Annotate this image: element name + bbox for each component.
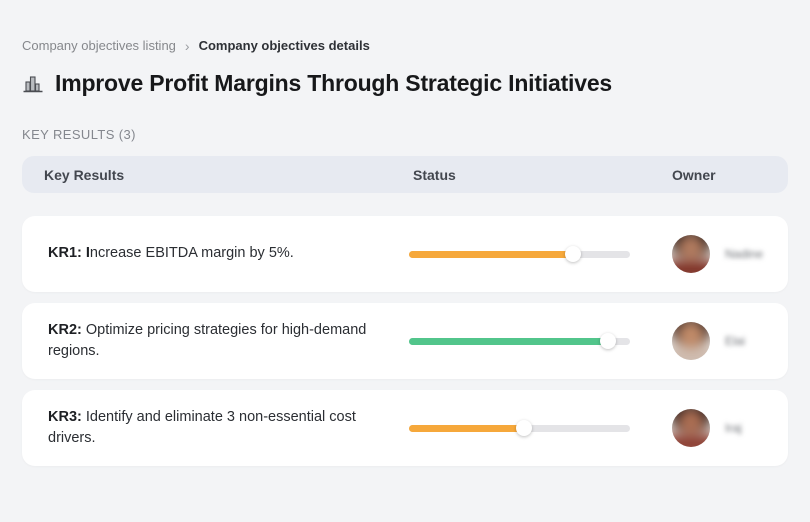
key-results-section-label: KEY RESULTS (3) — [22, 127, 136, 142]
progress-fill — [409, 337, 608, 345]
key-result-description: ncrease EBITDA margin by 5%. — [89, 245, 294, 262]
breadcrumb: Company objectives listing › Company obj… — [22, 38, 788, 53]
key-result-label: KR1: I — [48, 245, 90, 262]
key-result-row-kr3[interactable]: KR3: Identify and eliminate 3 non-essent… — [22, 390, 788, 466]
key-result-row-kr1[interactable]: KR1: Increase EBITDA margin by 5%. Nadin… — [22, 216, 788, 292]
progress-fill — [409, 250, 573, 258]
objective-details-page: Company objectives listing › Company obj… — [22, 38, 788, 466]
buildings-bar-chart-icon — [23, 75, 43, 92]
owner-avatar — [672, 409, 710, 447]
column-header-status: Status — [413, 166, 456, 183]
progress-knob[interactable] — [599, 333, 616, 349]
page-title: Improve Profit Margins Through Strategic… — [55, 70, 613, 96]
chevron-right-icon: › — [184, 37, 190, 54]
key-result-text: KR1: Increase EBITDA margin by 5%. — [22, 243, 409, 264]
key-result-text: KR3: Identify and eliminate 3 non-essent… — [22, 407, 409, 449]
breadcrumb-current-objective-details: Company objectives details — [198, 38, 370, 53]
progress-knob[interactable] — [564, 246, 581, 262]
key-result-description: Optimize pricing strategies for high-dem… — [48, 321, 367, 359]
key-result-label: KR2: — [48, 321, 82, 338]
owner-avatar — [672, 322, 710, 360]
key-results-table-header: Key Results Status Owner — [22, 156, 788, 193]
key-result-row-kr2[interactable]: KR2: Optimize pricing strategies for hig… — [22, 303, 788, 379]
progress-slider-kr2[interactable] — [409, 333, 630, 349]
progress-knob[interactable] — [515, 420, 532, 436]
progress-slider-kr3[interactable] — [409, 420, 630, 436]
key-results-list: KR1: Increase EBITDA margin by 5%. Nadin… — [22, 216, 788, 466]
owner-avatar — [672, 235, 710, 273]
owner-name: Nadine — [725, 247, 764, 261]
page-title-row: Improve Profit Margins Through Strategic… — [22, 70, 788, 97]
owner-name: Iraj — [725, 421, 742, 435]
key-result-description: Identify and eliminate 3 non-essential c… — [48, 408, 356, 446]
key-result-text: KR2: Optimize pricing strategies for hig… — [22, 320, 409, 362]
key-result-label: KR3: — [48, 408, 82, 425]
progress-fill — [409, 424, 524, 432]
breadcrumb-link-objectives-listing[interactable]: Company objectives listing — [22, 38, 176, 53]
progress-slider-kr1[interactable] — [409, 246, 630, 262]
column-header-owner: Owner — [672, 166, 716, 183]
column-header-key-results: Key Results — [44, 166, 125, 183]
owner-name: Elai — [725, 334, 746, 348]
